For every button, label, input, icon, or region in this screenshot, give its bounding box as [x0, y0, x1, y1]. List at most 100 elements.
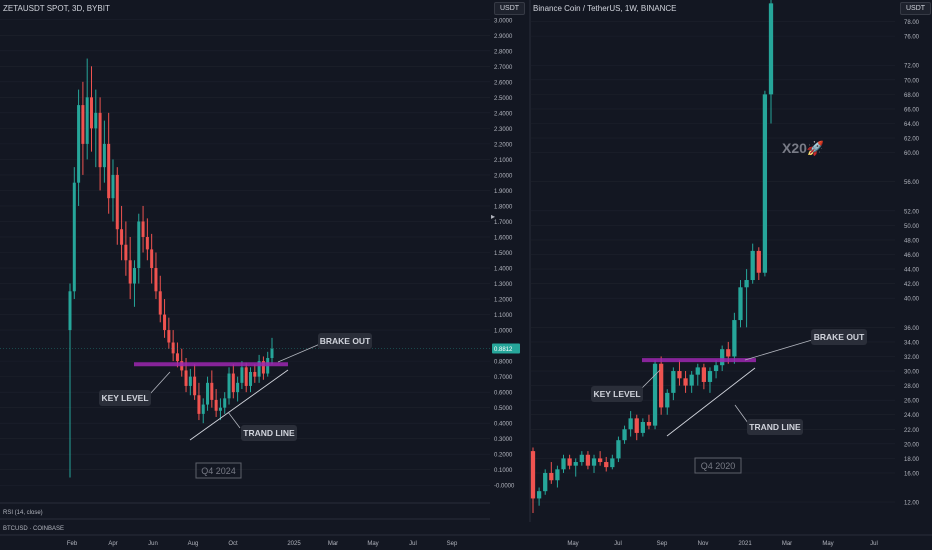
right-candle [628, 418, 633, 430]
left-key-level-pointer [149, 371, 171, 395]
right-y-tick-label: 70.00 [904, 78, 920, 84]
right-y-tick-label: 16.00 [904, 471, 920, 477]
right-period-label: Q4 2020 [701, 461, 736, 471]
right-x-tick-label: Mar [782, 541, 792, 547]
left-candle [227, 373, 231, 399]
right-y-tick-label: 34.00 [904, 340, 920, 346]
right-y-tick-label: 24.00 [904, 413, 920, 419]
left-x-tick-label: May [367, 541, 378, 547]
left-y-tick-label: 1.5000 [494, 251, 513, 257]
right-candle [604, 462, 609, 468]
left-trand-line-callout: TRAND LINE [243, 428, 295, 438]
right-candle [762, 94, 768, 273]
right-candle [530, 451, 536, 499]
left-y-tick-label: 0.1000 [494, 468, 513, 474]
right-chart-title: Binance Coin / TetherUS, 1W, BINANCE [533, 4, 677, 13]
right-key-level-callout: KEY LEVEL [593, 389, 640, 399]
right-y-tick-label: 40.00 [904, 297, 920, 303]
left-candle [107, 143, 111, 199]
left-unit-badge[interactable]: USDT [494, 2, 526, 15]
left-y-tick-label: 0.7000 [494, 375, 513, 381]
right-trand-line-pointer [734, 404, 749, 424]
left-candle [158, 291, 162, 315]
right-y-tick-label: 56.00 [904, 180, 920, 186]
right-candle [597, 458, 603, 463]
left-candle [171, 342, 175, 354]
left-brake-out-pointer [277, 343, 321, 363]
left-x-tick-label: Sep [447, 541, 458, 547]
left-candle [77, 105, 81, 183]
left-y-tick-label: 2.5000 [494, 96, 513, 102]
right-candle [652, 363, 658, 426]
btc-indicator-label[interactable]: BTCUSD · COINBASE [3, 526, 65, 532]
right-unit-badge[interactable]: USDT [900, 2, 932, 15]
left-y-tick-label: 0.2000 [494, 453, 513, 459]
left-candle [98, 112, 102, 168]
right-candle [756, 250, 761, 273]
right-candle [561, 458, 566, 470]
right-candle [640, 421, 645, 433]
right-brake-out-callout-bg [811, 329, 867, 345]
right-candle [713, 365, 719, 372]
right-candle [720, 349, 725, 366]
left-brake-out-callout: BRAKE OUT [320, 336, 371, 346]
right-x-tick-label: 2021 [738, 541, 752, 547]
left-candle [68, 291, 72, 331]
left-y-tick-label: 2.4000 [494, 111, 513, 117]
left-y-tick-label: 1.8000 [494, 204, 513, 210]
left-candle [145, 236, 149, 250]
left-candle [150, 249, 154, 269]
left-x-tick-label: 2025 [287, 541, 301, 547]
right-y-tick-label: 44.00 [904, 268, 920, 274]
left-candle [253, 371, 257, 377]
left-brake-out-callout-bg [318, 333, 372, 349]
right-y-tick-label: 22.00 [904, 428, 920, 434]
right-candle [738, 287, 743, 321]
left-y-tick-label: 1.3000 [494, 282, 513, 288]
right-candle [726, 349, 731, 357]
left-candle [249, 371, 253, 386]
left-y-tick-label: 2.6000 [494, 80, 513, 86]
left-candle [111, 174, 115, 199]
left-candle [240, 367, 244, 383]
right-candle [536, 491, 542, 499]
left-price-badge-bg [492, 343, 520, 354]
right-y-tick-label: 28.00 [904, 384, 920, 390]
collapse-arrow-icon[interactable]: ▸ [491, 212, 496, 221]
right-candle [622, 429, 627, 441]
right-x-tick-label: Nov [698, 541, 709, 547]
right-candle [732, 320, 737, 357]
left-candle [141, 221, 145, 237]
right-candle [768, 3, 774, 95]
right-y-tick-label: 46.00 [904, 253, 920, 259]
left-candle [210, 382, 214, 400]
right-y-tick-label: 48.00 [904, 238, 920, 244]
right-candle [616, 440, 621, 459]
right-x-tick-label: May [567, 541, 578, 547]
right-candle [695, 367, 700, 375]
right-period-box [694, 457, 742, 474]
right-candle [683, 378, 688, 386]
left-y-tick-label: 2.8000 [494, 49, 513, 55]
left-y-tick-label: -0.0000 [494, 484, 515, 490]
right-candle [579, 454, 584, 463]
left-y-tick-label: 2.2000 [494, 142, 513, 148]
left-x-tick-label: Oct [228, 541, 238, 547]
left-y-tick-label: 2.1000 [494, 158, 513, 164]
right-key-level-callout-bg [591, 386, 643, 402]
right-key-level-pointer [639, 369, 661, 391]
right-y-tick-label: 50.00 [904, 224, 920, 230]
right-y-tick-label: 64.00 [904, 122, 920, 128]
right-y-tick-label: 32.00 [904, 355, 920, 361]
left-x-tick-label: Aug [188, 541, 199, 547]
right-y-tick-label: 20.00 [904, 442, 920, 448]
right-candle [744, 280, 749, 288]
left-candle [184, 370, 188, 386]
right-y-tick-label: 18.00 [904, 457, 920, 463]
left-trand-line-pointer [227, 411, 241, 429]
left-y-tick-label: 1.9000 [494, 189, 513, 195]
rsi-indicator-label[interactable]: RSI (14, close) [3, 510, 43, 516]
left-y-tick-label: 0.8000 [494, 360, 513, 366]
right-y-tick-label: 60.00 [904, 151, 920, 157]
